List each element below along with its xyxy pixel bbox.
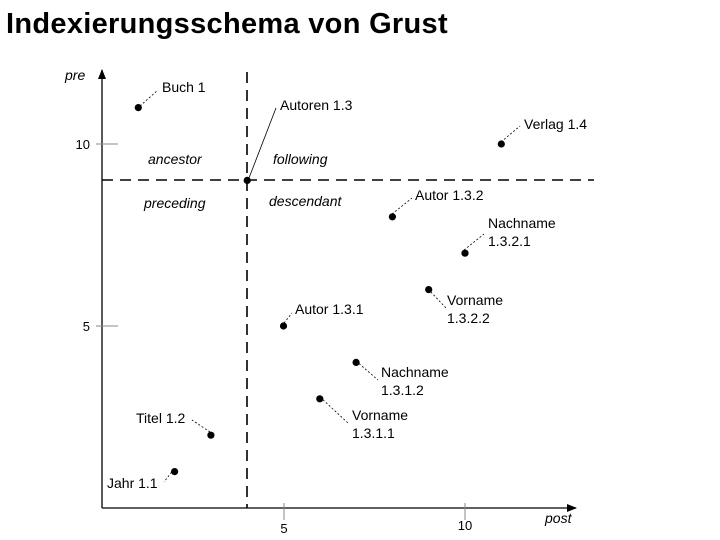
point-label-vorname-1322-id: 1.3.2.2 xyxy=(447,310,490,326)
x-axis-label: post xyxy=(544,510,573,526)
point-label-nachname-1312-id: 1.3.1.2 xyxy=(381,382,424,398)
region-label-descendant: descendant xyxy=(269,193,343,209)
leader-autor-132 xyxy=(391,197,413,215)
region-label-following: following xyxy=(273,151,328,167)
point-buch-1 xyxy=(134,104,142,112)
point-label-autor-132: Autor 1.3.2 xyxy=(415,187,484,203)
leader-jahr xyxy=(163,468,175,483)
leader-vorname-1311 xyxy=(319,396,349,424)
point-label-titel: Titel 1.2 xyxy=(136,410,185,426)
point-label-nachname-1321: Nachname xyxy=(488,215,556,231)
point-jahr-1-1 xyxy=(171,468,179,476)
x-tick-label-5: 5 xyxy=(280,521,287,536)
point-vorname-1-3-1-1 xyxy=(316,395,324,403)
point-titel-1-2 xyxy=(207,431,215,439)
leader-autoren xyxy=(248,107,277,179)
point-vorname-1-3-2-2 xyxy=(425,286,433,294)
point-label-buch: Buch 1 xyxy=(162,79,206,95)
point-autor-1-3-1 xyxy=(279,322,288,330)
leader-verlag xyxy=(500,125,521,143)
y-tick-label-5: 5 xyxy=(83,319,90,334)
point-label-autoren: Autoren 1.3 xyxy=(280,97,353,113)
y-tick-label-10: 10 xyxy=(76,137,90,152)
point-label-nachname-1312: Nachname xyxy=(381,364,449,380)
point-nachname-1-3-2-1 xyxy=(461,249,469,257)
point-label-autor-131: Autor 1.3.1 xyxy=(295,301,364,317)
leader-autor-131 xyxy=(283,312,293,324)
point-verlag-1-4 xyxy=(497,140,505,148)
leader-buch xyxy=(139,89,159,107)
leader-nachname-1312 xyxy=(355,360,379,381)
point-label-vorname-1322: Vorname xyxy=(447,292,503,308)
point-label-verlag: Verlag 1.4 xyxy=(524,116,587,132)
slide-title: Indexierungsschema von Grust xyxy=(6,8,448,40)
point-autor-1-3-2 xyxy=(388,213,396,221)
point-autoren-1-3 xyxy=(243,176,251,184)
point-nachname-1-3-1-2 xyxy=(352,358,360,366)
region-label-preceding: preceding xyxy=(143,195,206,211)
point-label-jahr: Jahr 1.1 xyxy=(107,475,158,491)
x-tick-label-10: 10 xyxy=(458,518,472,533)
y-axis-label: pre xyxy=(64,67,85,83)
region-label-ancestor: ancestor xyxy=(148,151,203,167)
point-label-nachname-1321-id: 1.3.2.1 xyxy=(488,233,531,249)
point-label-vorname-1311: Vorname xyxy=(352,407,408,423)
point-label-vorname-1311-id: 1.3.1.1 xyxy=(352,425,395,441)
leader-nachname-1321 xyxy=(463,233,485,251)
leader-titel xyxy=(191,419,211,433)
data-points-layer xyxy=(134,104,505,476)
